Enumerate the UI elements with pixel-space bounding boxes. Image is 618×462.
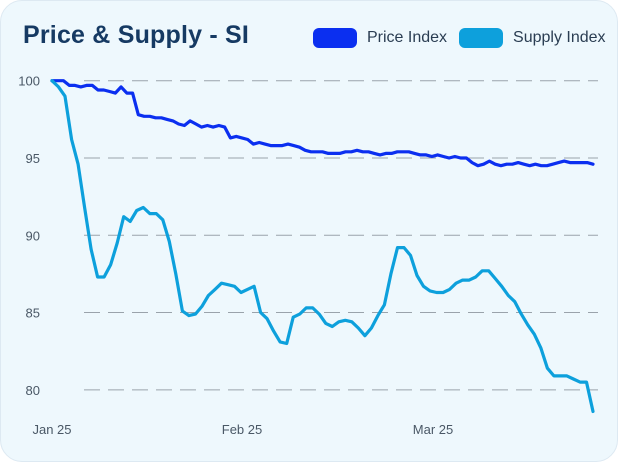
y-tick-label: 100	[18, 74, 40, 89]
y-tick-label: 95	[26, 151, 40, 166]
y-axis-ticks: 80 85 90 95 100	[18, 74, 40, 398]
x-tick-label: Feb 25	[222, 422, 262, 437]
legend-item-price[interactable]: Price Index	[313, 28, 447, 48]
x-tick-label: Mar 25	[413, 422, 453, 437]
y-tick-label: 85	[26, 306, 40, 321]
legend-item-supply[interactable]: Supply Index	[459, 28, 606, 48]
grid-lines	[84, 80, 598, 391]
y-tick-label: 80	[26, 383, 40, 398]
chart-legend: Price Index Supply Index	[313, 27, 606, 49]
legend-swatch-price	[313, 28, 357, 48]
x-axis-ticks: Jan 25 Feb 25 Mar 25	[32, 422, 453, 437]
series-lines	[50, 79, 595, 414]
series-line-price	[50, 79, 595, 168]
legend-label-price: Price Index	[367, 29, 448, 46]
legend-label-supply: Supply Index	[513, 29, 606, 46]
x-tick-label: Jan 25	[32, 422, 71, 437]
legend-swatch-supply	[459, 28, 504, 48]
y-tick-label: 90	[26, 228, 40, 243]
series-line-supply	[50, 79, 595, 414]
chart-title: Price & Supply - SI	[23, 21, 250, 49]
